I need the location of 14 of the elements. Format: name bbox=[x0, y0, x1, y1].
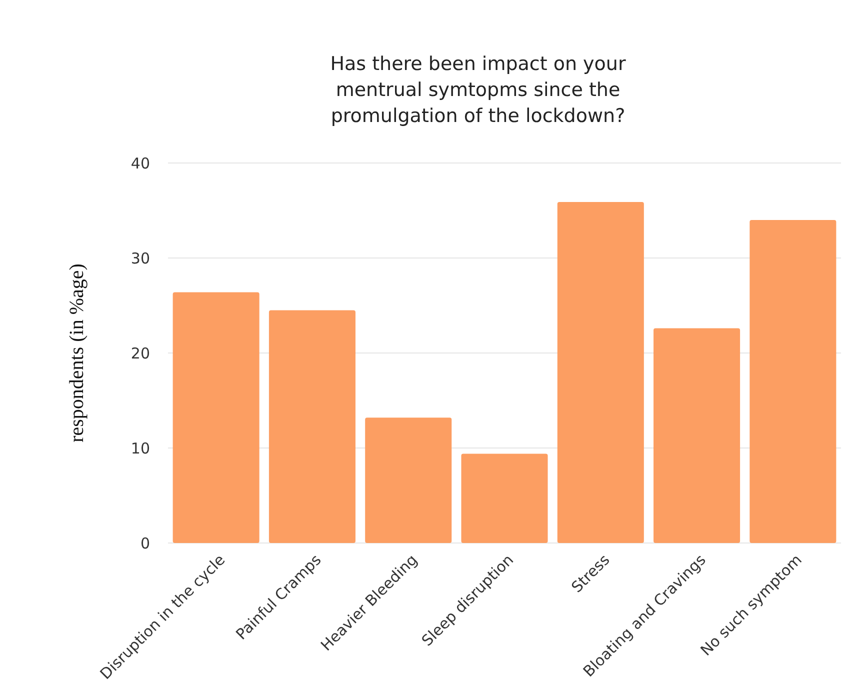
bar bbox=[557, 202, 644, 543]
chart-title: Has there been impact on your mentrual symtopms since the promulgation of the lockdown? bbox=[330, 53, 626, 127]
y-tick-label: 30 bbox=[130, 249, 150, 268]
bar bbox=[365, 418, 452, 543]
bar bbox=[654, 328, 740, 543]
y-tick-label: 20 bbox=[130, 344, 150, 362]
y-tick-label: 10 bbox=[130, 439, 150, 458]
y-tick-label: 0 bbox=[140, 534, 150, 552]
bar bbox=[268, 310, 356, 543]
y-tick-label: 40 bbox=[130, 154, 150, 172]
y-axis-title: respondents (in %age) bbox=[66, 264, 88, 442]
bar bbox=[750, 220, 836, 543]
bar bbox=[172, 292, 260, 543]
bar bbox=[461, 454, 548, 543]
